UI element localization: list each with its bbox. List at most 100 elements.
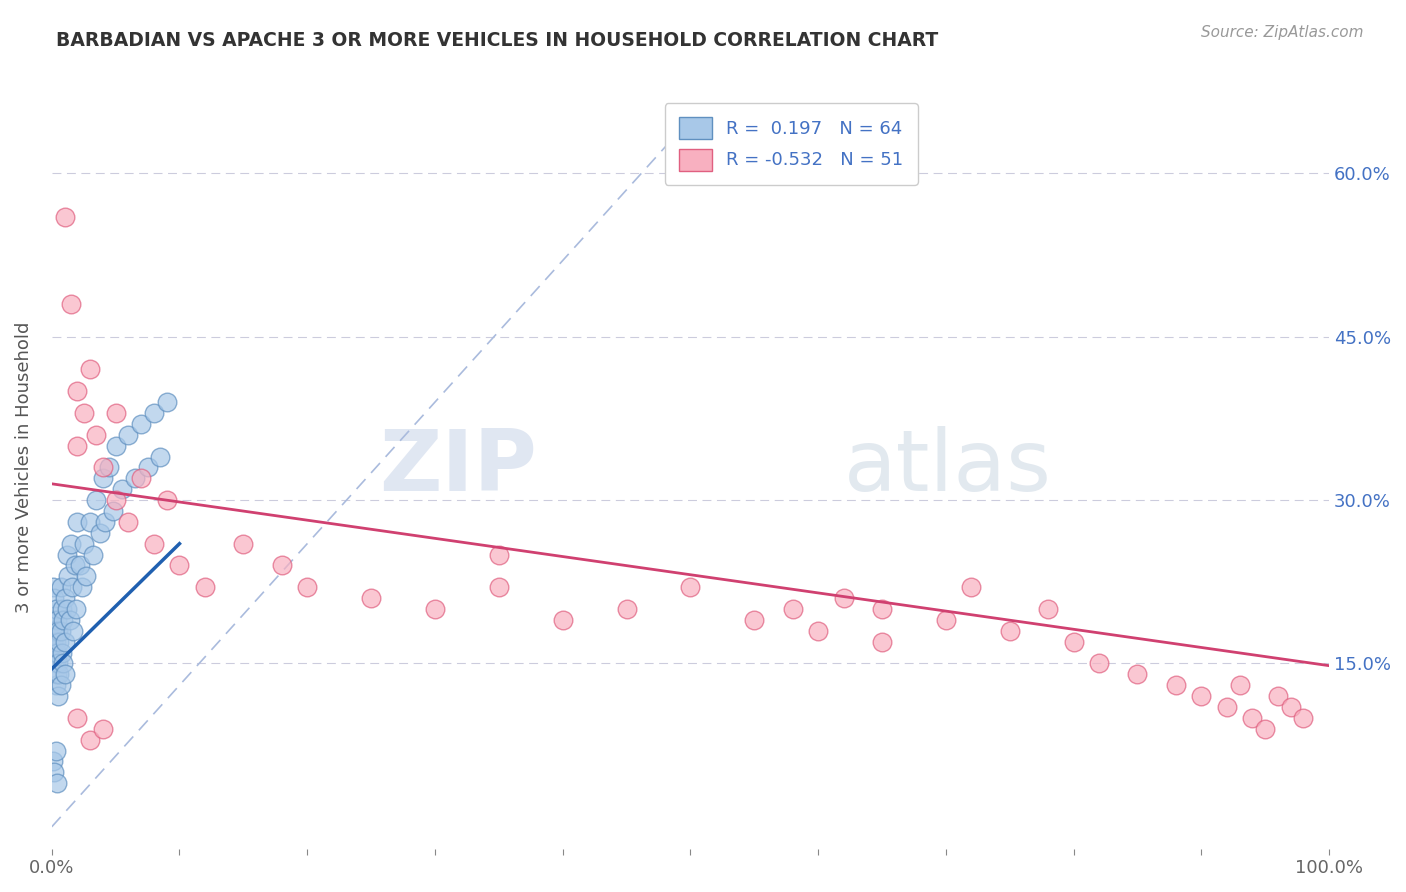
Point [1229,678,1251,692]
Point [169,558,191,573]
Point [46,689,69,703]
Point [53,591,76,606]
Point [870,602,893,616]
Point [129,471,152,485]
Point [46,624,69,638]
Point [73,537,96,551]
Point [73,406,96,420]
Point [45,743,67,757]
Point [117,427,139,442]
Point [101,504,124,518]
Point [45,602,67,616]
Point [45,776,67,790]
Point [136,460,159,475]
Point [42,755,65,769]
Point [48,667,70,681]
Point [423,602,446,616]
Point [42,613,65,627]
Point [66,515,89,529]
Point [149,450,172,464]
Point [49,624,72,638]
Point [832,591,855,606]
Point [98,460,121,475]
Point [51,646,73,660]
Point [870,634,893,648]
Point [66,439,89,453]
Legend: R =  0.197   N = 64, R = -0.532   N = 51: R = 0.197 N = 64, R = -0.532 N = 51 [665,103,918,185]
Point [156,493,179,508]
Point [124,471,146,485]
Point [59,297,82,311]
Point [1279,700,1302,714]
Point [44,624,66,638]
Point [45,657,67,671]
Point [194,580,217,594]
Point [53,210,76,224]
Point [44,765,66,780]
Point [44,591,66,606]
Point [53,667,76,681]
Point [86,427,108,442]
Point [82,548,104,562]
Point [142,537,165,551]
Text: atlas: atlas [844,426,1052,509]
Point [66,711,89,725]
Point [1292,711,1315,725]
Point [616,602,638,616]
Point [998,624,1021,638]
Point [45,634,67,648]
Y-axis label: 3 or more Vehicles in Household: 3 or more Vehicles in Household [15,322,32,613]
Point [960,580,983,594]
Point [1164,678,1187,692]
Point [1189,689,1212,703]
Point [48,634,70,648]
Point [79,515,101,529]
Point [86,493,108,508]
Point [89,525,111,540]
Point [79,732,101,747]
Point [1267,689,1289,703]
Point [53,634,76,648]
Point [63,558,86,573]
Point [360,591,382,606]
Point [41,624,63,638]
Point [60,580,83,594]
Point [156,395,179,409]
Point [59,613,82,627]
Point [56,602,79,616]
Point [1126,667,1149,681]
Point [58,569,80,583]
Point [270,558,292,573]
Text: ZIP: ZIP [380,426,537,509]
Point [1036,602,1059,616]
Point [104,406,127,420]
Point [91,460,114,475]
Point [935,613,957,627]
Point [104,439,127,453]
Point [59,537,82,551]
Point [65,602,87,616]
Point [69,558,91,573]
Point [42,580,65,594]
Point [1254,722,1277,736]
Point [45,678,67,692]
Point [104,493,127,508]
Point [44,646,66,660]
Text: Source: ZipAtlas.com: Source: ZipAtlas.com [1201,25,1364,40]
Point [45,667,67,681]
Point [91,722,114,736]
Point [42,634,65,648]
Point [807,624,830,638]
Point [742,613,765,627]
Point [52,613,75,627]
Point [679,580,702,594]
Point [45,646,67,660]
Point [1216,700,1239,714]
Point [94,515,117,529]
Point [49,678,72,692]
Point [51,602,73,616]
Point [551,613,574,627]
Text: BARBADIAN VS APACHE 3 OR MORE VEHICLES IN HOUSEHOLD CORRELATION CHART: BARBADIAN VS APACHE 3 OR MORE VEHICLES I… [56,31,938,50]
Point [295,580,318,594]
Point [782,602,804,616]
